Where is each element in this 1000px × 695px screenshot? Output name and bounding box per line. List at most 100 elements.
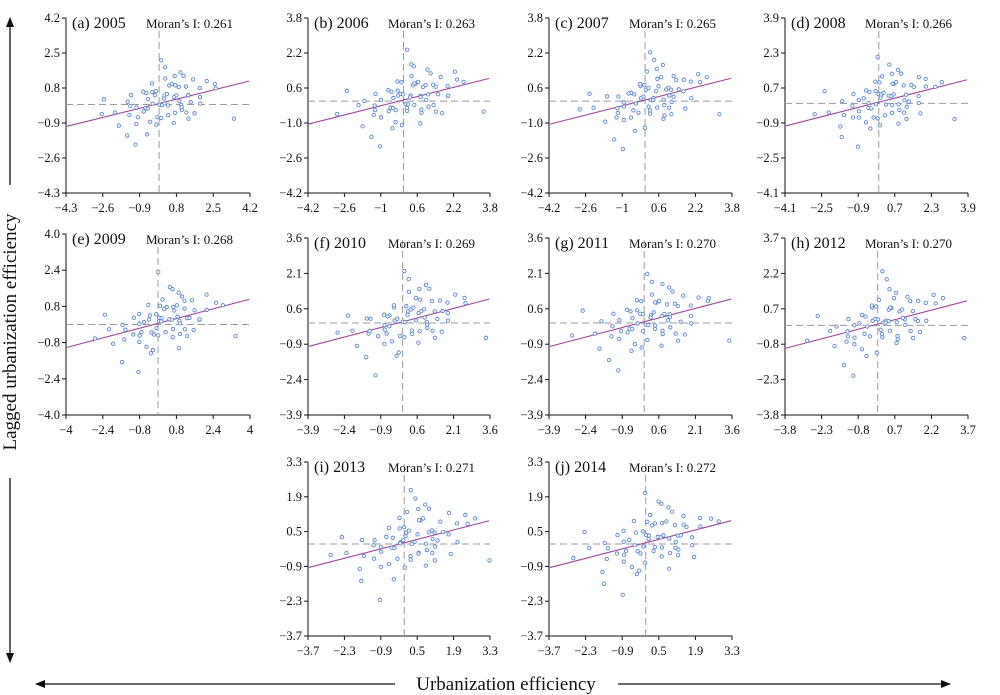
y-tick-label: −0.9 <box>520 559 543 573</box>
scatter-panel-1: −4.3 −2.6 −0.9 0.8 2.5 4.2 4.2 2.5 0.8 −0.9 −2.6 −4… <box>37 11 258 215</box>
data-point <box>683 106 688 111</box>
data-point <box>627 537 632 542</box>
data-point <box>176 290 181 295</box>
data-point <box>161 96 167 101</box>
x-tick-label: −2.6 <box>333 201 356 215</box>
data-point <box>662 102 667 108</box>
y-tick-label: −3.7 <box>520 629 543 643</box>
x-tick-label: −4.1 <box>774 201 797 215</box>
data-point <box>416 506 421 512</box>
data-point <box>177 98 182 104</box>
data-point <box>385 314 390 319</box>
x-tick-label: 0.8 <box>169 423 185 437</box>
data-point <box>344 550 349 556</box>
data-point <box>656 499 661 504</box>
data-point <box>369 134 374 139</box>
data-point <box>418 94 423 100</box>
morans-i-annotation: Moran’s I: 0.263 <box>388 16 475 31</box>
data-point <box>409 541 414 547</box>
x-tick-label: 2.1 <box>688 423 704 437</box>
data-point <box>643 490 648 496</box>
data-point <box>405 102 411 107</box>
data-point <box>354 343 359 349</box>
data-point <box>445 300 450 305</box>
y-tick-label: 0.6 <box>527 302 543 316</box>
data-point <box>151 332 157 337</box>
data-point <box>384 331 389 336</box>
data-point <box>150 89 155 95</box>
data-point <box>879 74 885 79</box>
data-point <box>452 69 458 74</box>
data-point <box>368 316 373 321</box>
data-point <box>923 76 928 82</box>
data-point <box>856 115 862 120</box>
data-point <box>446 510 452 516</box>
regression-line <box>66 298 250 348</box>
data-point <box>345 313 351 318</box>
x-tick-label: 1.9 <box>446 644 462 658</box>
data-point <box>179 294 185 299</box>
data-point <box>696 295 701 300</box>
data-point <box>667 550 673 556</box>
data-point <box>923 84 929 89</box>
data-point <box>389 89 394 94</box>
data-point <box>641 94 646 99</box>
y-tick-label: 3.9 <box>763 11 779 25</box>
data-point <box>423 563 428 568</box>
data-point <box>681 522 686 527</box>
data-point <box>904 104 909 109</box>
data-point <box>678 319 683 324</box>
data-point <box>391 577 396 582</box>
data-point <box>378 115 384 120</box>
data-point <box>646 322 651 328</box>
data-point <box>155 115 160 120</box>
data-point <box>897 107 902 113</box>
data-point <box>145 106 150 111</box>
data-point <box>164 91 170 97</box>
x-tick-label: −3.9 <box>538 423 561 437</box>
y-tick-label: −0.9 <box>756 116 779 130</box>
data-point <box>615 532 620 538</box>
data-point <box>393 107 398 113</box>
data-point <box>131 332 136 337</box>
data-point <box>845 329 850 334</box>
data-point <box>873 102 879 107</box>
data-point <box>826 110 831 115</box>
y-tick-label: 3.8 <box>527 11 543 25</box>
data-point <box>577 107 582 112</box>
y-tick-label: 3.3 <box>527 455 543 469</box>
data-point <box>407 95 413 100</box>
y-tick-label: −1.0 <box>279 116 302 130</box>
data-point <box>868 106 874 111</box>
data-point <box>881 90 886 95</box>
data-point <box>171 304 176 310</box>
data-point <box>630 316 635 321</box>
data-point <box>197 317 202 322</box>
data-point <box>888 305 893 310</box>
data-point <box>463 300 468 306</box>
data-point <box>432 558 438 563</box>
data-point <box>371 543 376 548</box>
data-point <box>650 97 656 103</box>
morans-i-annotation: Moran’s I: 0.270 <box>865 236 952 251</box>
data-point <box>177 321 183 326</box>
data-point <box>952 116 957 122</box>
x-tick-label: −4.3 <box>55 201 78 215</box>
data-point <box>160 297 165 302</box>
y-tick-label: 0.6 <box>527 81 543 95</box>
data-point <box>669 112 674 117</box>
panel-title: (g) 2011 <box>555 235 609 252</box>
data-point <box>174 303 180 308</box>
data-point <box>645 271 650 277</box>
x-tick-label: 2.5 <box>205 201 221 215</box>
x-tick-label: 2.2 <box>924 423 940 437</box>
data-point <box>606 357 612 363</box>
data-point <box>665 318 670 323</box>
data-point <box>382 327 387 332</box>
data-point <box>640 312 646 317</box>
data-point <box>653 89 659 94</box>
data-point <box>667 536 672 541</box>
data-point <box>612 137 617 142</box>
data-point <box>649 292 655 297</box>
data-point <box>597 346 602 351</box>
